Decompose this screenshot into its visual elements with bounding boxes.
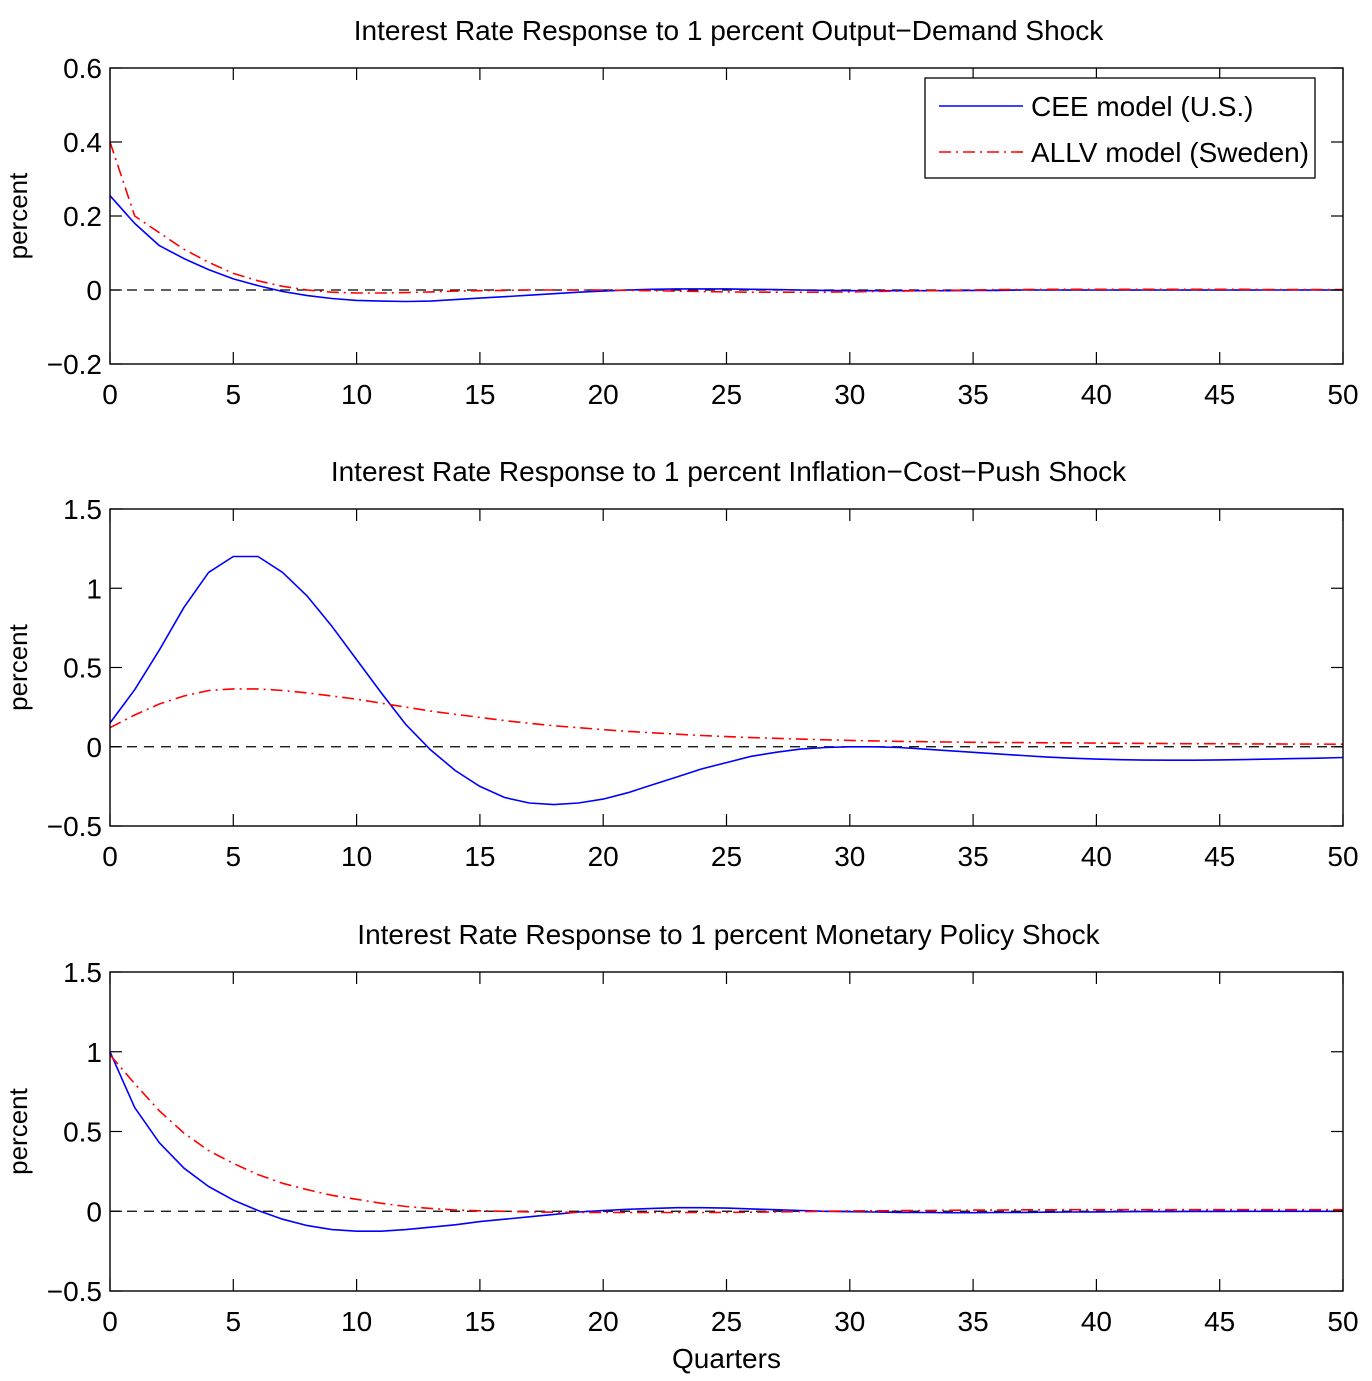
x-tick-label: 0 bbox=[102, 379, 118, 410]
legend-label: ALLV model (Sweden) bbox=[1031, 137, 1309, 168]
y-tick-label: −0.5 bbox=[47, 811, 102, 842]
chart-title: Interest Rate Response to 1 percent Infl… bbox=[331, 456, 1127, 487]
chart-panel-1: Interest Rate Response to 1 percent Outp… bbox=[3, 15, 1359, 410]
x-axis-label: Quarters bbox=[672, 1343, 781, 1374]
legend: CEE model (U.S.) ALLV model (Sweden) bbox=[924, 77, 1316, 179]
y-tick-label: −0.2 bbox=[47, 349, 102, 380]
x-tick-label: 5 bbox=[226, 1306, 242, 1337]
y-axis-label: percent bbox=[3, 623, 33, 710]
x-tick-label: 20 bbox=[588, 841, 619, 872]
x-tick-label: 35 bbox=[958, 1306, 989, 1337]
x-tick-label: 5 bbox=[226, 379, 242, 410]
y-tick-label: 1.5 bbox=[63, 957, 102, 988]
chart-panel-2: Interest Rate Response to 1 percent Infl… bbox=[3, 456, 1359, 872]
y-tick-label: 0.4 bbox=[63, 127, 102, 158]
series-line-allv bbox=[109, 688, 1344, 746]
x-tick-label: 10 bbox=[341, 379, 372, 410]
y-tick-label: 0 bbox=[86, 1196, 102, 1227]
series-line-cee bbox=[109, 555, 1344, 806]
x-tick-label: 10 bbox=[341, 841, 372, 872]
x-tick-label: 40 bbox=[1081, 379, 1112, 410]
y-tick-label: 1.5 bbox=[63, 494, 102, 525]
y-tick-label: 0.5 bbox=[63, 653, 102, 684]
x-tick-label: 5 bbox=[226, 841, 242, 872]
series-line-cee bbox=[109, 1051, 1343, 1232]
x-tick-label: 50 bbox=[1327, 379, 1358, 410]
x-tick-label: 50 bbox=[1327, 841, 1358, 872]
chart-title: Interest Rate Response to 1 percent Outp… bbox=[354, 15, 1104, 46]
x-tick-label: 30 bbox=[834, 1306, 865, 1337]
y-axis-label: percent bbox=[3, 1087, 33, 1174]
x-tick-label: 40 bbox=[1081, 1306, 1112, 1337]
x-tick-label: 45 bbox=[1204, 841, 1235, 872]
y-tick-label: 0.2 bbox=[63, 201, 102, 232]
x-tick-label: 45 bbox=[1204, 379, 1235, 410]
x-tick-label: 20 bbox=[588, 379, 619, 410]
x-tick-label: 15 bbox=[464, 1306, 495, 1337]
y-tick-label: 1 bbox=[86, 1037, 102, 1068]
y-tick-label: 0 bbox=[86, 732, 102, 763]
chart-panel-3: Interest Rate Response to 1 percent Mone… bbox=[3, 919, 1359, 1374]
x-tick-label: 30 bbox=[834, 841, 865, 872]
x-tick-label: 50 bbox=[1327, 1306, 1358, 1337]
series-line-allv bbox=[109, 141, 1343, 294]
y-tick-label: 1 bbox=[86, 573, 102, 604]
legend-box bbox=[924, 77, 1316, 179]
y-tick-label: −0.5 bbox=[47, 1276, 102, 1307]
y-tick-label: 0 bbox=[86, 275, 102, 306]
x-tick-label: 30 bbox=[834, 379, 865, 410]
series-line-allv bbox=[109, 1054, 1343, 1214]
x-tick-label: 35 bbox=[958, 379, 989, 410]
chart-title: Interest Rate Response to 1 percent Mone… bbox=[357, 919, 1100, 950]
legend-label: CEE model (U.S.) bbox=[1031, 91, 1254, 122]
x-tick-label: 40 bbox=[1081, 841, 1112, 872]
x-tick-label: 0 bbox=[102, 841, 118, 872]
x-tick-label: 15 bbox=[464, 379, 495, 410]
y-tick-label: 0.6 bbox=[63, 53, 102, 84]
x-tick-label: 10 bbox=[341, 1306, 372, 1337]
x-tick-label: 25 bbox=[711, 841, 742, 872]
x-tick-label: 45 bbox=[1204, 1306, 1235, 1337]
y-axis-label: percent bbox=[3, 172, 33, 259]
y-tick-label: 0.5 bbox=[63, 1117, 102, 1148]
x-tick-label: 15 bbox=[464, 841, 495, 872]
x-tick-label: 25 bbox=[711, 1306, 742, 1337]
x-tick-label: 20 bbox=[588, 1306, 619, 1337]
x-tick-label: 0 bbox=[102, 1306, 118, 1337]
x-tick-label: 35 bbox=[958, 841, 989, 872]
x-tick-label: 25 bbox=[711, 379, 742, 410]
